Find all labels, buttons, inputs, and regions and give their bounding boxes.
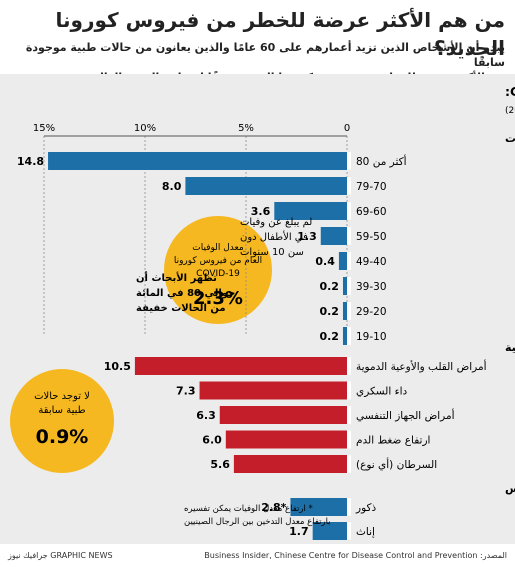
footer: المصدر: Business Insider, Chinese Centre… — [0, 546, 515, 567]
bar-value-label: 0.4 — [315, 255, 335, 268]
bar — [199, 381, 347, 400]
mild-cases-line-3: من الحالات خفيفة — [136, 303, 226, 314]
bar-value-label: 7.3 — [176, 385, 196, 398]
average-rate-line-3: COVID-19 — [196, 269, 240, 279]
bar — [219, 406, 347, 424]
no-condition-value: 0.9% — [36, 426, 89, 448]
category-label: 29-20 — [356, 306, 387, 318]
bar-value-label: 5.6 — [210, 458, 230, 471]
smoking-note-line-2: بارتفاع معدل التدخين بين الرجال الصينيين — [184, 517, 331, 527]
category-label: أمراض القلب والأوعية الدموية — [356, 359, 487, 373]
brand-text: GRAPHIC NEWS جرافيك نيوز — [8, 551, 113, 560]
bar — [225, 430, 347, 449]
bar-value-label: 0.2 — [319, 305, 339, 318]
average-rate-circle — [164, 216, 272, 324]
bar-value-label: 14.8 — [17, 155, 44, 168]
no-condition-circle — [10, 369, 114, 473]
category-label: داء السكري — [356, 386, 407, 398]
category-label: 49-40 — [356, 256, 387, 268]
source-text: المصدر: Business Insider, Chinese Centre… — [204, 551, 507, 560]
bar — [342, 327, 347, 345]
category-label: أكثر من 80 — [356, 154, 407, 168]
x-tick-label: 5% — [238, 123, 254, 134]
category-label: 69-60 — [356, 206, 387, 218]
bar — [320, 227, 347, 245]
bar — [342, 302, 347, 320]
bar-value-label: 6.3 — [196, 409, 216, 422]
no-condition-line-2: طبية سابقة — [38, 405, 85, 416]
chart-title: معدل الوفيات من فيروس كورونا الجديد COVI… — [505, 84, 515, 99]
x-tick-label: 15% — [33, 123, 55, 134]
category-label: 19-10 — [356, 331, 387, 343]
bar-value-label: 8.0 — [162, 180, 182, 193]
bar — [185, 177, 347, 195]
chart-subtitle: بناءً على 44.672 حالة مؤكدة في الصين (بت… — [505, 105, 515, 116]
bar — [338, 252, 347, 270]
bar — [48, 152, 347, 170]
children-note-line-1: لم يبلغ عن وفيات — [240, 217, 312, 228]
category-label: 39-30 — [356, 281, 387, 293]
mild-cases-line-2: حوالي 80 في المائة — [136, 288, 235, 299]
smoking-note-line-1: * ارتفاع معدل الوفيات يمكن تفسيره — [184, 504, 313, 514]
bar — [342, 277, 347, 295]
children-note-line-3: سن 10 سنوات — [240, 247, 304, 258]
average-rate-line-1: معدل الوفيات — [192, 243, 244, 253]
children-note-line-2: في الأطفال دون — [240, 230, 308, 243]
x-tick-label: 10% — [134, 123, 156, 134]
average-rate-line-2: العام من فيروس كورونا — [174, 256, 262, 266]
category-label: السرطان (أي نوع) — [356, 457, 437, 471]
group-header: الحالة الصحية — [505, 341, 515, 354]
bar-value-label: 1.7 — [289, 525, 309, 538]
average-rate-value: 2.3% — [193, 288, 243, 309]
group-header: الجنس — [505, 482, 515, 495]
bar-value-label: 0.2 — [319, 330, 339, 343]
mild-cases-line-1: تظهر الأبحاث أن — [136, 271, 217, 284]
bar — [312, 522, 347, 540]
category-label: إناث — [356, 526, 375, 538]
category-label: ذكور — [355, 502, 376, 514]
bar — [233, 455, 347, 473]
bar — [134, 357, 347, 375]
bar-value-label: 3.6 — [251, 205, 271, 218]
death-rate-chart: معدل الوفيات من فيروس كورونا الجديد COVI… — [10, 84, 515, 540]
category-label: 59-50 — [356, 231, 387, 243]
page-title: من هم الأكثر عرضة للخطر من فيروس كورونا … — [55, 8, 505, 60]
no-condition-line-1: لا توجد حالات — [34, 391, 90, 402]
bar-value-label: 2.8* — [261, 501, 286, 514]
bar-value-label: 10.5 — [104, 360, 131, 373]
bar — [290, 498, 347, 516]
bar-value-label: 0.2 — [319, 280, 339, 293]
subtitle-line-1: يبدو أن الأشخاص الذين تزيد أعمارهم على 6… — [25, 41, 505, 69]
bar-value-label: 1.3 — [297, 230, 317, 243]
chart-panel: معدل الوفيات من فيروس كورونا الجديد COVI… — [0, 74, 515, 544]
category-label: أمراض الجهاز التنفسي — [356, 408, 455, 422]
x-tick-label: 0 — [344, 123, 350, 134]
category-label: ارتفاع ضغط الدم — [356, 435, 430, 447]
bar-value-label: 6.0 — [202, 434, 222, 447]
bar — [274, 202, 347, 220]
category-label: 79-70 — [356, 181, 387, 193]
group-header: العمر، السنوات — [505, 132, 515, 145]
